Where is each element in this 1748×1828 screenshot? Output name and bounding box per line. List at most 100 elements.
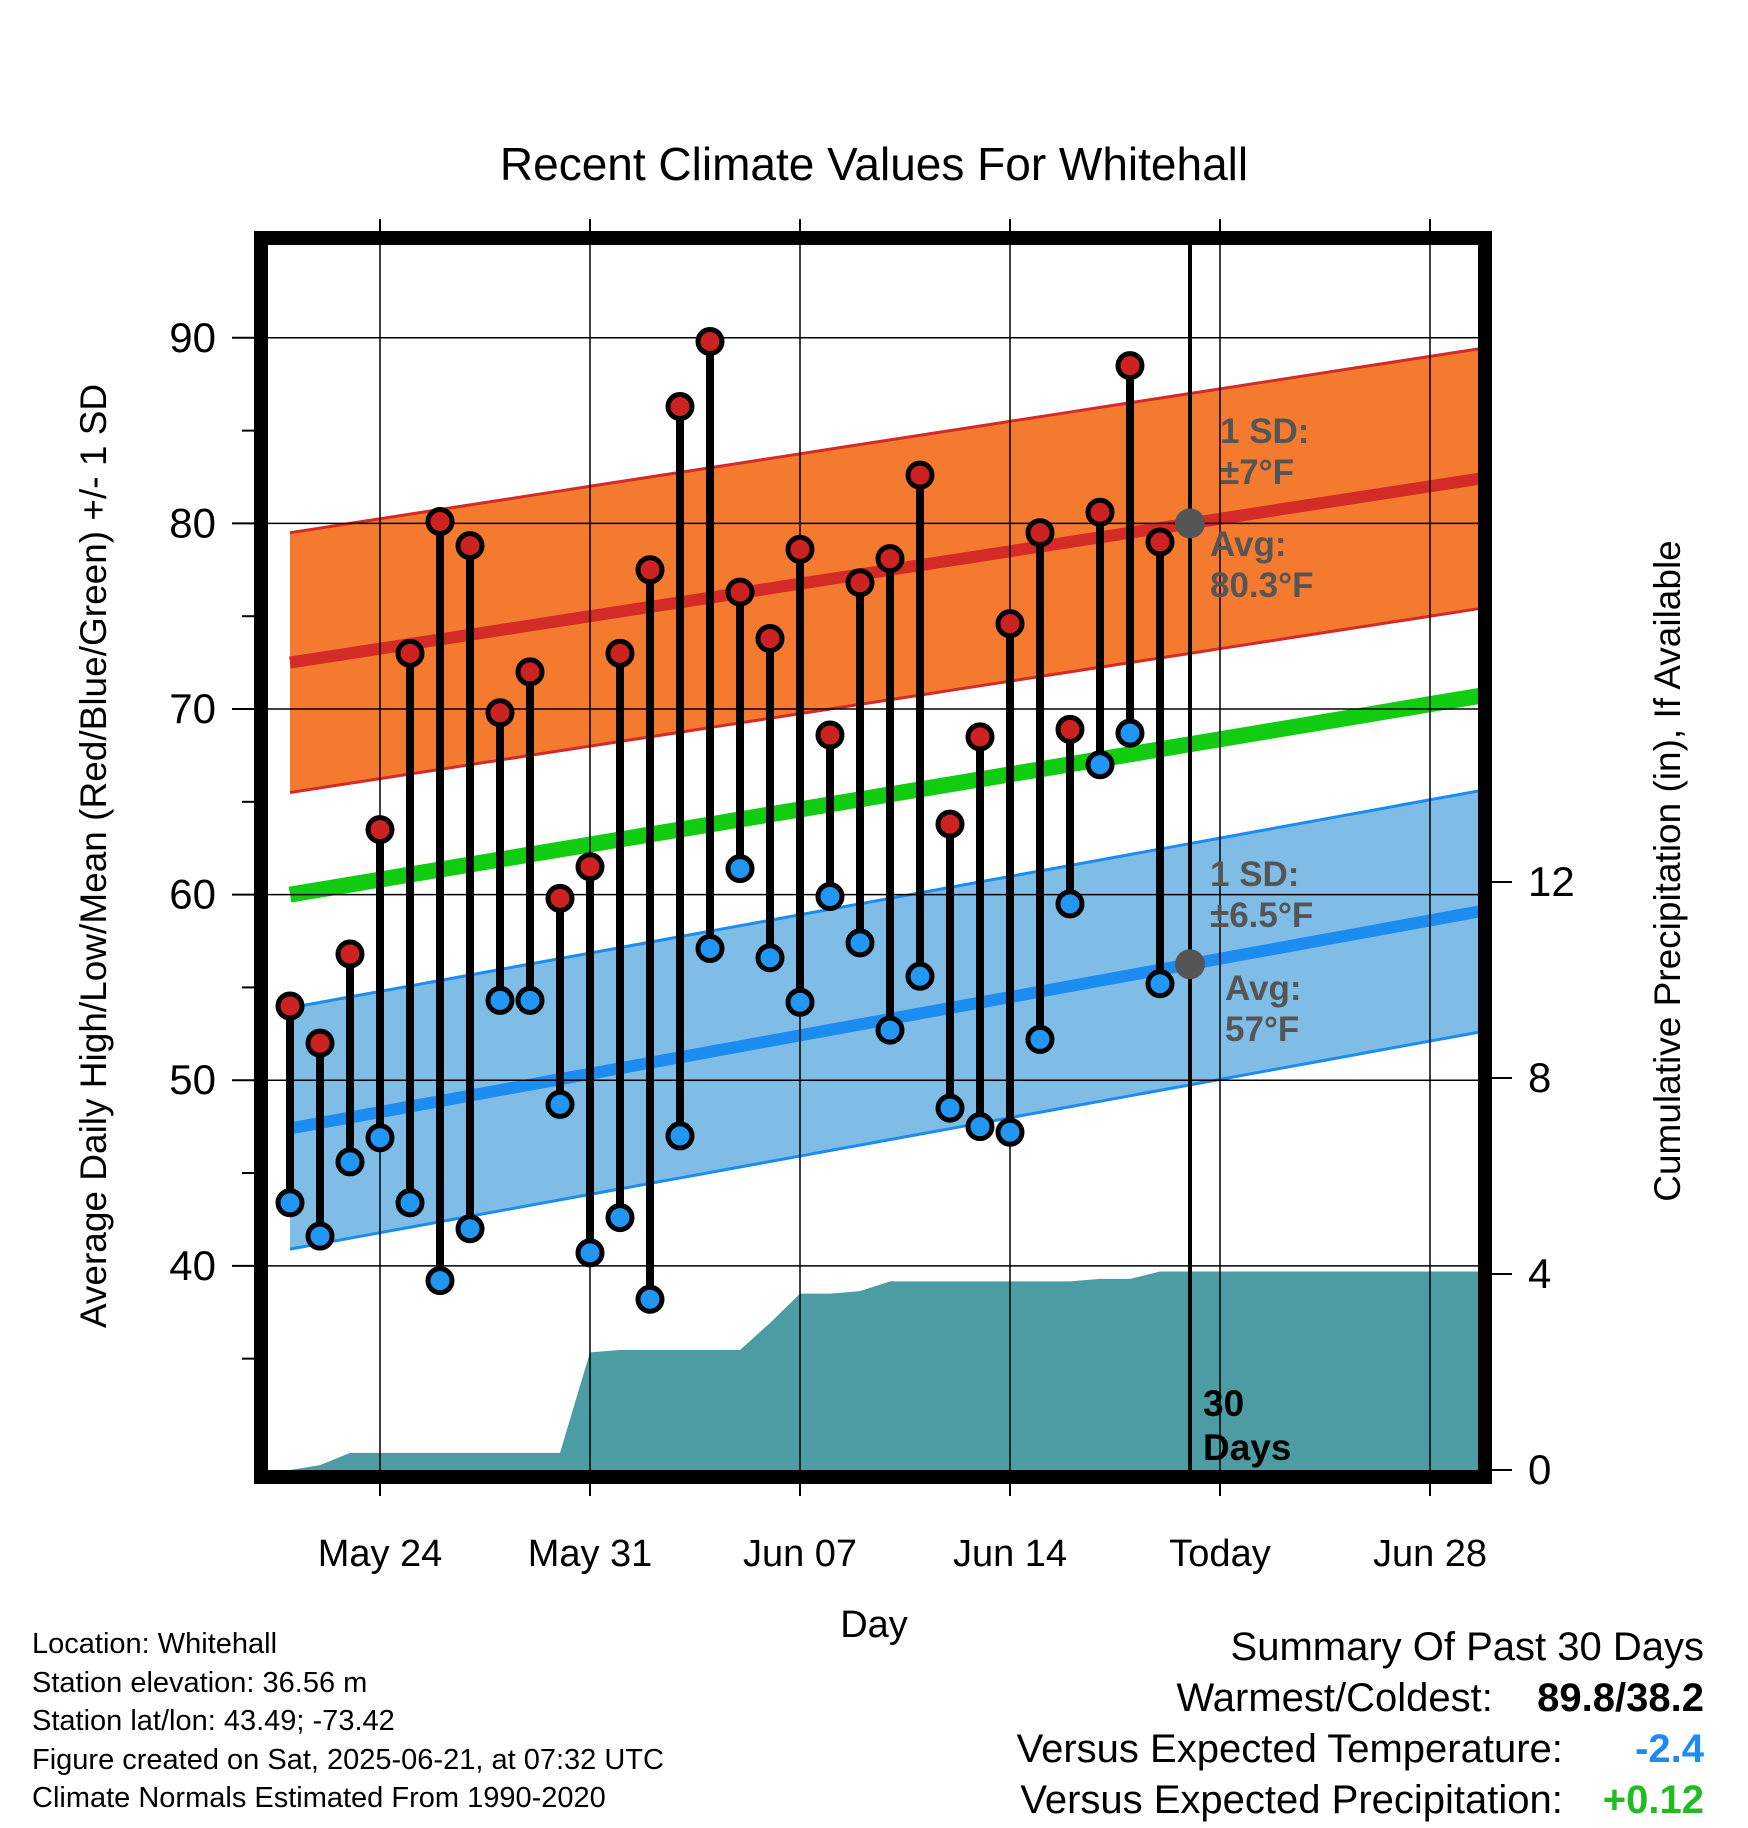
high-marker-17 (755, 623, 785, 653)
low-marker-29 (1115, 718, 1145, 748)
y-tick-label-90: 90 (169, 314, 216, 361)
high-marker-30 (1145, 527, 1175, 557)
high-marker-12 (605, 638, 635, 668)
high-marker-28 (1085, 497, 1115, 527)
high-band-upper-edge (289, 345, 1491, 535)
average-dots (1175, 508, 1205, 980)
high-marker-1 (275, 991, 305, 1021)
low-marker-20 (845, 928, 875, 958)
precip-departure-label: Versus Expected Precipitation: (1020, 1778, 1563, 1822)
station-elevation: Station elevation: 36.56 m (32, 1666, 368, 1699)
high-marker-16 (725, 577, 755, 607)
low-marker-28 (1085, 750, 1115, 780)
plot-frame (254, 231, 1492, 1484)
high-marker-7 (455, 531, 485, 561)
low-marker-14 (665, 1121, 695, 1151)
precip-area-fill (290, 1271, 1490, 1470)
high-sd-annotation: 1 SD: ±7°F Avg: 80.3°F (1210, 412, 1314, 605)
high-marker-4 (365, 815, 395, 845)
low-marker-1 (275, 1188, 305, 1218)
low-avg-label: Avg: (1225, 969, 1301, 1008)
high-marker-18 (785, 534, 815, 564)
x-tick-label-6: Jun 28 (1373, 1533, 1487, 1575)
x-tick-label-2: May 31 (528, 1533, 653, 1575)
climate-normals-note: Climate Normals Estimated From 1990-2020 (32, 1782, 606, 1814)
high-marker-14 (665, 391, 695, 421)
high-marker-23 (935, 809, 965, 839)
high-marker-19 (815, 720, 845, 750)
x-tick-label-3: Jun 07 (743, 1533, 857, 1575)
high-marker-27 (1055, 714, 1085, 744)
high-marker-8 (485, 698, 515, 728)
y-axis-label: Average Daily High/Low/Mean (Red/Blue/Gr… (73, 384, 114, 1328)
low-average-dot (1175, 949, 1205, 980)
x-tick-label-1: May 24 (318, 1533, 443, 1575)
station-info: Location: Whitehall Station elevation: 3… (32, 1625, 664, 1818)
low-sd-value: ±6.5°F (1210, 896, 1313, 935)
warmest-coldest-value: 89.8/38.2 (1537, 1676, 1704, 1720)
x-tick-label-4: Jun 14 (953, 1533, 1067, 1575)
chart-title: Recent Climate Values For Whitehall (500, 138, 1248, 190)
low-marker-26 (1025, 1024, 1055, 1054)
high-marker-6 (425, 507, 455, 537)
low-marker-3 (335, 1147, 365, 1177)
y-tick-label-40: 40 (169, 1242, 216, 1289)
low-marker-18 (785, 987, 815, 1017)
warmest-coldest-row: Warmest/Coldest: 89.8/38.2 (1017, 1673, 1705, 1724)
high-marker-13 (635, 555, 665, 585)
axis-ticks: May 24 May 31 Jun 07 Jun 14 Today Jun 2840506… (169, 219, 1575, 1575)
low-avg-value: 57°F (1225, 1010, 1299, 1049)
low-band-lower-edge (289, 1028, 1491, 1251)
temp-departure-label: Versus Expected Temperature: (1016, 1727, 1563, 1771)
high-marker-26 (1025, 518, 1055, 548)
high-avg-label: Avg: (1210, 525, 1286, 564)
high-marker-10 (545, 883, 575, 913)
precipitation-area (290, 1271, 1490, 1470)
precip-departure-row: Versus Expected Precipitation: +0.12 (1017, 1775, 1704, 1826)
warmest-coldest-label: Warmest/Coldest: (1176, 1676, 1493, 1720)
temp-departure-value: -2.4 (1635, 1727, 1704, 1771)
low-sd-annotation: 1 SD: ±6.5°F Avg: 57°F (1210, 855, 1313, 1049)
y2-axis-label: Cumulative Precipitation (in), If Availa… (1647, 540, 1688, 1202)
high-marker-20 (845, 568, 875, 598)
low-marker-25 (995, 1117, 1025, 1147)
temp-departure-row: Versus Expected Temperature: -2.4 (1017, 1724, 1704, 1775)
high-average-dot (1175, 508, 1205, 539)
low-marker-24 (965, 1112, 995, 1142)
low-marker-19 (815, 881, 845, 911)
y2-tick-label-0: 0 (1528, 1446, 1551, 1493)
y-tick-label-50: 50 (169, 1056, 216, 1103)
low-marker-30 (1145, 969, 1175, 999)
high-marker-2 (305, 1028, 335, 1058)
low-marker-10 (545, 1089, 575, 1119)
summary-title: Summary Of Past 30 Days (1230, 1625, 1704, 1669)
low-marker-13 (635, 1284, 665, 1314)
high-marker-25 (995, 609, 1025, 639)
high-marker-15 (695, 327, 725, 357)
plot-border (254, 231, 1492, 1484)
y-tick-label-70: 70 (169, 685, 216, 732)
low-marker-16 (725, 854, 755, 884)
high-marker-22 (905, 460, 935, 490)
high-marker-3 (335, 939, 365, 969)
station-location: Location: Whitehall (32, 1628, 278, 1660)
station-latlon: Station lat/lon: 43.49; -73.42 (32, 1705, 395, 1737)
low-marker-8 (485, 985, 515, 1015)
high-marker-5 (395, 638, 425, 668)
y2-tick-label-4: 4 (1528, 1250, 1551, 1297)
precip-departure-value: +0.12 (1602, 1778, 1704, 1822)
x-tick-label-5: Today (1169, 1533, 1270, 1575)
high-sd-label: 1 SD: (1220, 412, 1309, 451)
low-marker-23 (935, 1093, 965, 1123)
y-tick-label-60: 60 (169, 871, 216, 918)
low-marker-27 (1055, 889, 1085, 919)
high-sd-value: ±7°F (1220, 453, 1294, 492)
low-marker-17 (755, 943, 785, 973)
high-marker-29 (1115, 351, 1145, 381)
low-marker-7 (455, 1214, 485, 1244)
high-marker-24 (965, 722, 995, 752)
daily-range-bars (275, 327, 1175, 1314)
y2-tick-label-12: 12 (1528, 858, 1575, 905)
low-sd-label: 1 SD: (1210, 855, 1299, 894)
